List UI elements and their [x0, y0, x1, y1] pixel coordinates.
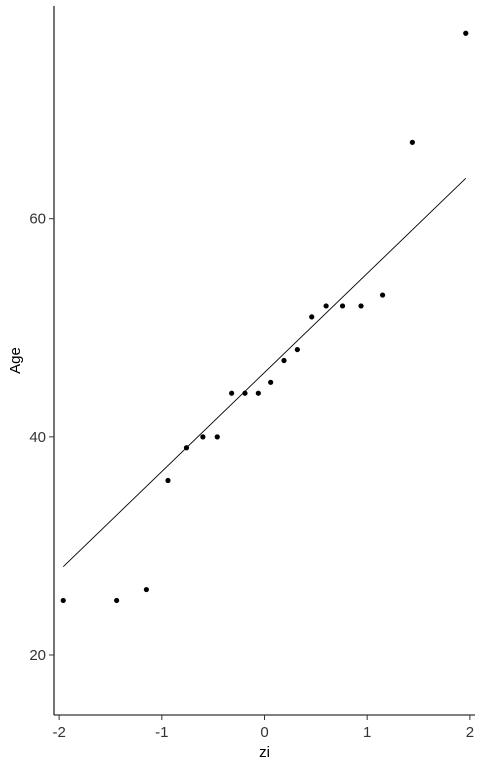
- data-point: [339, 303, 346, 309]
- reference-line: [62, 178, 467, 567]
- y-tick-label: 40: [29, 429, 46, 446]
- data-point: [165, 477, 171, 484]
- plot-area: [60, 30, 469, 604]
- y-tick-label: 60: [29, 211, 46, 228]
- data-point: [409, 139, 415, 145]
- data-point: [379, 292, 386, 298]
- y-axis-title: Age: [7, 347, 24, 374]
- data-point: [183, 445, 190, 451]
- data-point: [281, 357, 287, 364]
- data-point: [323, 303, 329, 309]
- data-point: [268, 379, 274, 385]
- x-tick-label: 2: [466, 724, 474, 741]
- data-point: [114, 597, 120, 604]
- data-point: [309, 314, 315, 320]
- y-axis-ticks: 20 40 60: [29, 211, 54, 664]
- x-tick-label: -1: [155, 724, 168, 741]
- data-point: [463, 30, 469, 36]
- x-tick-label: 1: [363, 724, 371, 741]
- data-point: [358, 303, 364, 309]
- y-tick-label: 20: [29, 647, 46, 664]
- data-point: [60, 597, 66, 604]
- data-point: [214, 434, 220, 440]
- x-tick-label: -2: [52, 724, 65, 741]
- data-point: [242, 390, 248, 396]
- data-point: [294, 346, 300, 353]
- axes: [53, 6, 475, 716]
- data-point: [255, 390, 261, 396]
- x-tick-label: 0: [260, 724, 268, 741]
- data-point: [200, 434, 206, 440]
- data-point: [229, 390, 235, 396]
- x-axis-title: zi: [259, 744, 270, 761]
- x-axis-ticks: -2 -1 0 1 2: [52, 715, 474, 741]
- data-point: [143, 586, 150, 593]
